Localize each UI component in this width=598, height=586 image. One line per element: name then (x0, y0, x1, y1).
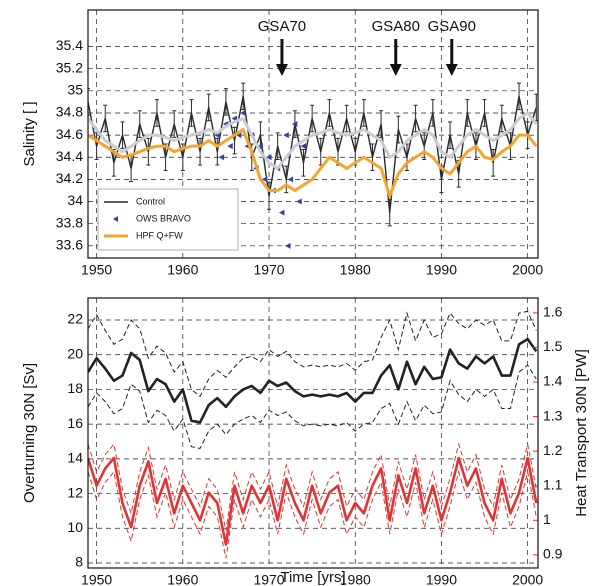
y2-tick-label: 1.3 (543, 407, 563, 423)
y-tick-label: 10 (67, 519, 83, 535)
series-line (88, 95, 537, 214)
y-axis-label: Overturning 30N [Sv] (21, 363, 38, 503)
scatter-point (261, 176, 268, 183)
series-line (88, 128, 538, 198)
legend-label: HPF Q+FW (136, 230, 183, 240)
y-axis-label: Salinity [ ] (21, 101, 38, 166)
annotation-arrowhead (445, 64, 458, 76)
y2-tick-label: 0.9 (543, 546, 563, 562)
x-tick-label: 1950 (81, 262, 112, 278)
x-tick-label: 1960 (167, 262, 198, 278)
y-tick-label: 34.8 (56, 104, 83, 120)
y2-tick-label: 1.5 (543, 338, 563, 354)
y-tick-label: 34.4 (56, 148, 83, 164)
x-axis-label: Time [yrs] (280, 569, 345, 586)
panel: 1950 1960 1970 1980 1990 2000 33.6 33.8 34 34.2 34… (21, 9, 543, 278)
y-tick-label: 33.8 (56, 214, 83, 230)
x-tick-label: 1980 (340, 572, 371, 586)
x-tick-label: 1990 (426, 262, 457, 278)
scatter-point (300, 143, 307, 150)
annotation-label: GSA70 (258, 18, 306, 35)
bound-line (88, 364, 537, 450)
plot-frame (87, 297, 539, 569)
scatter-point (240, 109, 246, 116)
x-tick-label: 1990 (426, 572, 457, 586)
y2-tick-label: 1 (543, 511, 551, 527)
y2-axis-label: Heat Transport 30N [PW] (573, 349, 590, 517)
y-tick-label: 35 (67, 82, 83, 98)
x-tick-label: 1980 (340, 262, 371, 278)
y2-tick-label: 1.1 (543, 476, 563, 492)
annotation-arrowhead (389, 64, 402, 76)
bound-line (88, 442, 537, 531)
scatter-point (218, 154, 225, 161)
annotation-label: GSA90 (428, 18, 476, 35)
bound-line (88, 470, 537, 559)
y-tick-label: 12 (67, 484, 83, 500)
plot-frame (87, 9, 539, 259)
legend-marker (113, 216, 118, 222)
y-tick-label: 20 (67, 345, 83, 361)
legend-label: Control (136, 196, 165, 206)
scatter-point (235, 132, 242, 139)
scatter-point (283, 132, 289, 139)
scatter-point (266, 154, 272, 161)
x-tick-label: 2000 (512, 572, 543, 586)
y-tick-label: 16 (67, 415, 83, 431)
y-tick-label: 34.2 (56, 170, 83, 186)
y2-tick-label: 1.6 (543, 304, 563, 320)
x-tick-label: 2000 (512, 262, 543, 278)
y-tick-label: 35.4 (56, 37, 83, 53)
scatter-point (257, 143, 263, 150)
x-tick-label: 1950 (81, 572, 112, 586)
series-line (88, 456, 538, 546)
legend-label: OWS BRAVO (136, 213, 191, 223)
y-tick-label: 34.6 (56, 126, 83, 142)
y-tick-label: 8 (75, 554, 83, 570)
annotation-arrowhead (275, 64, 288, 76)
scatter-point (227, 143, 233, 150)
scatter-point (296, 198, 302, 205)
y-tick-label: 14 (67, 450, 83, 466)
scatter-point (287, 176, 294, 183)
y2-tick-label: 1.2 (543, 442, 563, 458)
x-tick-label: 1970 (253, 262, 284, 278)
y-tick-label: 33.6 (56, 237, 83, 253)
plot-area (88, 298, 538, 568)
y-tick-label: 18 (67, 380, 83, 396)
y-tick-label: 22 (67, 311, 83, 327)
plot-area (88, 10, 538, 258)
legend-box (97, 188, 239, 251)
series-line (88, 337, 538, 424)
bound-line (88, 310, 537, 398)
scatter-point (285, 242, 291, 249)
y-tick-label: 35.2 (56, 59, 83, 75)
scatter-point (291, 121, 298, 128)
y2-tick-label: 1.4 (543, 373, 563, 389)
panel: 1950 1960 1970 1980 1990 2000 8 10 12 14 16 18 20 22 0… (21, 297, 590, 586)
error-bar (88, 88, 90, 116)
y-tick-label: 34 (67, 192, 83, 208)
scatter-point (278, 209, 285, 216)
x-tick-label: 1970 (253, 572, 284, 586)
annotation-label: GSA80 (372, 18, 420, 35)
x-tick-label: 1960 (167, 572, 198, 586)
series-line (88, 111, 538, 170)
